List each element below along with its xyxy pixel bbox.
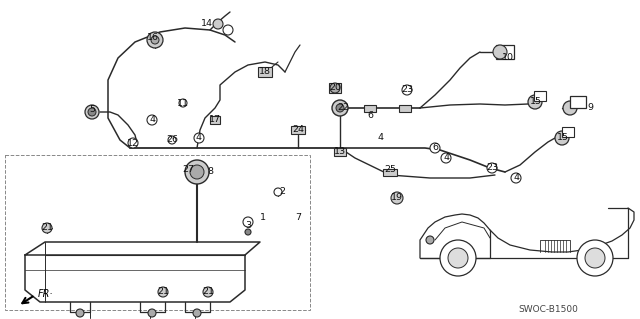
Circle shape xyxy=(440,240,476,276)
Text: 14: 14 xyxy=(201,19,213,28)
Text: 20: 20 xyxy=(329,84,341,93)
Circle shape xyxy=(128,138,138,148)
Text: 4: 4 xyxy=(196,133,202,143)
Circle shape xyxy=(274,188,282,196)
Text: 5: 5 xyxy=(89,106,95,115)
Text: 21: 21 xyxy=(157,287,169,296)
Text: 4: 4 xyxy=(377,133,383,143)
Text: 16: 16 xyxy=(147,33,159,42)
Circle shape xyxy=(332,100,348,116)
Circle shape xyxy=(487,163,497,173)
Circle shape xyxy=(88,108,96,116)
Text: 18: 18 xyxy=(259,68,271,77)
Circle shape xyxy=(213,19,223,29)
Bar xyxy=(329,83,341,93)
Text: 15: 15 xyxy=(557,133,569,143)
Bar xyxy=(364,105,376,112)
Text: 15: 15 xyxy=(530,98,542,107)
Circle shape xyxy=(426,236,434,244)
Circle shape xyxy=(511,173,521,183)
Circle shape xyxy=(243,217,253,227)
Text: 10: 10 xyxy=(502,54,514,63)
Circle shape xyxy=(402,85,412,95)
Text: 11: 11 xyxy=(177,99,189,108)
Bar xyxy=(570,96,586,108)
Text: 25: 25 xyxy=(384,166,396,174)
Text: 3: 3 xyxy=(245,220,251,229)
Circle shape xyxy=(85,105,99,119)
Circle shape xyxy=(245,229,251,235)
Circle shape xyxy=(179,99,187,107)
Text: 27: 27 xyxy=(182,166,194,174)
Circle shape xyxy=(577,240,613,276)
Circle shape xyxy=(336,104,344,112)
Bar xyxy=(534,91,546,101)
Bar xyxy=(383,168,397,175)
Circle shape xyxy=(441,153,451,163)
Circle shape xyxy=(76,309,84,317)
Text: 26: 26 xyxy=(166,136,178,145)
Text: 22: 22 xyxy=(337,103,349,113)
Bar xyxy=(399,105,411,112)
Bar xyxy=(334,148,346,156)
Text: 19: 19 xyxy=(391,194,403,203)
Bar xyxy=(210,116,220,124)
Bar xyxy=(496,45,514,59)
Text: 21: 21 xyxy=(202,287,214,296)
Bar xyxy=(258,67,272,77)
Text: 17: 17 xyxy=(209,115,221,124)
Text: 4: 4 xyxy=(513,174,519,182)
Text: 24: 24 xyxy=(292,125,304,135)
Circle shape xyxy=(147,32,163,48)
Circle shape xyxy=(42,223,52,233)
Text: 6: 6 xyxy=(367,110,373,120)
Text: 4: 4 xyxy=(443,153,449,162)
Circle shape xyxy=(223,25,233,35)
Circle shape xyxy=(555,131,569,145)
Circle shape xyxy=(563,101,577,115)
Text: 21: 21 xyxy=(41,224,53,233)
Circle shape xyxy=(168,136,176,144)
Circle shape xyxy=(151,36,159,44)
Text: 13: 13 xyxy=(334,147,346,157)
Text: 23: 23 xyxy=(486,164,498,173)
Circle shape xyxy=(430,143,440,153)
Bar xyxy=(291,126,305,134)
Circle shape xyxy=(203,287,213,297)
Text: SWOC-B1500: SWOC-B1500 xyxy=(518,306,578,315)
Text: 2: 2 xyxy=(279,188,285,197)
Text: 9: 9 xyxy=(587,103,593,113)
Bar xyxy=(5,155,310,310)
Circle shape xyxy=(493,45,507,59)
Text: 7: 7 xyxy=(295,213,301,222)
Circle shape xyxy=(148,309,156,317)
Text: 23: 23 xyxy=(401,85,413,94)
Bar xyxy=(562,127,574,137)
Circle shape xyxy=(190,165,204,179)
Text: 4: 4 xyxy=(149,115,155,124)
Circle shape xyxy=(391,192,403,204)
Text: 1: 1 xyxy=(260,213,266,222)
Circle shape xyxy=(193,309,201,317)
Circle shape xyxy=(185,160,209,184)
Circle shape xyxy=(585,248,605,268)
Text: 6: 6 xyxy=(432,144,438,152)
Text: FR·: FR· xyxy=(38,289,54,299)
Circle shape xyxy=(528,95,542,109)
Text: 12: 12 xyxy=(127,138,139,147)
Circle shape xyxy=(194,133,204,143)
Circle shape xyxy=(330,83,340,93)
Circle shape xyxy=(158,287,168,297)
Circle shape xyxy=(448,248,468,268)
Circle shape xyxy=(147,115,157,125)
Text: 8: 8 xyxy=(207,167,213,176)
